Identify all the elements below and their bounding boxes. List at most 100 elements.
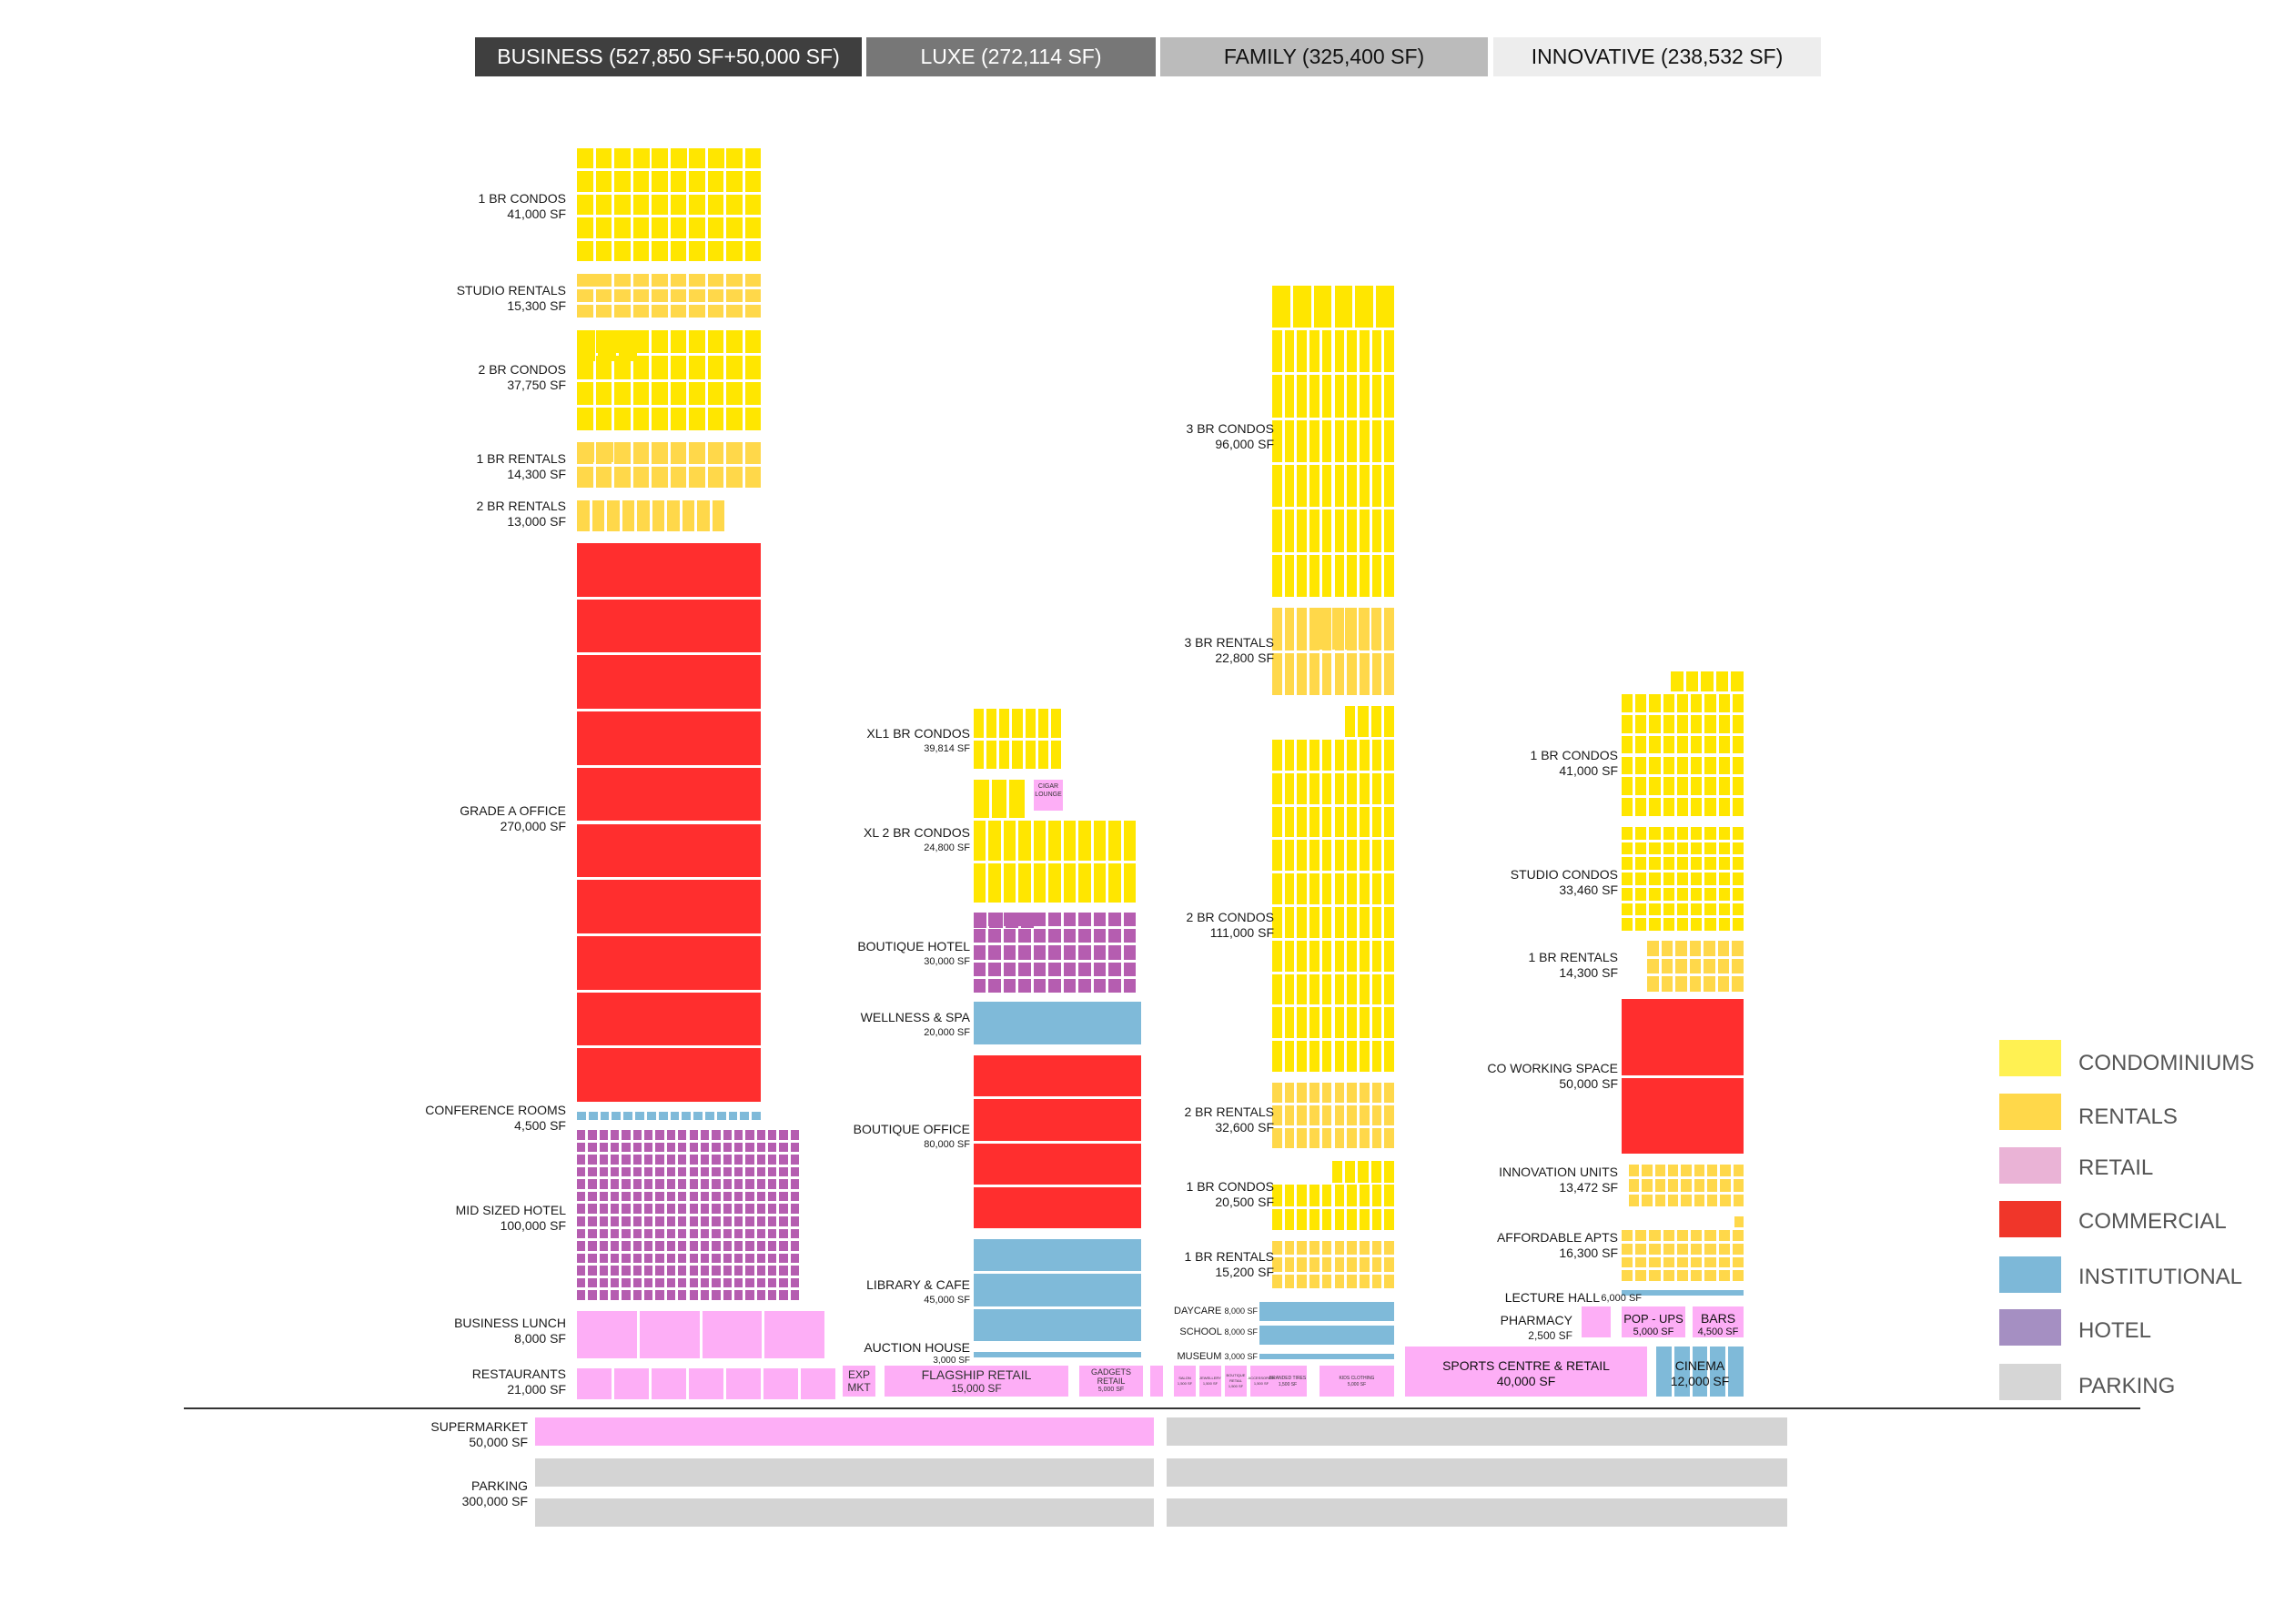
label-luxe-boutique-office: BOUTIQUE OFFICE 80,000 SF: [854, 1122, 970, 1153]
family-2br-condos-units-unit: [1359, 840, 1370, 872]
innovative-studio-condos-units-unit: [1676, 887, 1689, 901]
label-area: 111,000 SF: [1209, 925, 1274, 940]
label-area: 270,000 SF: [500, 819, 566, 833]
podium-parking-left-3: [535, 1498, 1154, 1527]
luxe-xl2-br-condos-units-unit: [1018, 821, 1031, 861]
family-1br-condos-units-unit: [1384, 1208, 1394, 1230]
family-2br-condos-units-unit: [1384, 907, 1394, 938]
innovative-affordable-apts-units-unit: [1718, 1230, 1730, 1241]
business-mid-sized-hotel-rooms-unit: [767, 1130, 777, 1140]
family-2br-condos-units-unit: [1297, 740, 1308, 771]
business-1br-condos-units-unit: [689, 240, 705, 261]
label-line: 4,500 SF: [1697, 1326, 1739, 1337]
business-mid-sized-hotel-rooms-unit: [577, 1142, 586, 1153]
business-conference-rooms-block-unit: [588, 1112, 598, 1120]
business-2br-condos-units-unit: [577, 330, 595, 361]
business-2br-rentals-units-unit: [622, 500, 634, 531]
business-mid-sized-hotel-rooms-unit: [689, 1191, 698, 1202]
business-1br-condos-units-unit: [744, 217, 761, 238]
luxe-boutique-hotel-rooms-unit: [1078, 913, 1091, 927]
family-3br-condos-units-unit: [1272, 330, 1282, 373]
family-3br-condos-units-unit: [1359, 509, 1370, 552]
family-2br-condos-units-unit: [1384, 840, 1394, 872]
innovative-studio-condos-units-unit: [1718, 918, 1730, 931]
business-mid-sized-hotel-rooms-unit: [678, 1277, 687, 1288]
family-2br-condos-units-unit: [1347, 973, 1357, 1005]
business-1br-condos-units-unit: [652, 240, 668, 261]
family-3br-condos-units-unit: [1284, 330, 1295, 373]
innovative-innovation-units-unit: [1707, 1194, 1718, 1206]
business-mid-sized-hotel-rooms-unit: [756, 1166, 765, 1177]
innovative-1br-condos-units-unit: [1663, 756, 1674, 775]
business-mid-sized-hotel-rooms-unit: [678, 1191, 687, 1202]
label-innovative-bars: BARS 4,500 SF: [1693, 1312, 1744, 1339]
innovative-1br-rentals-units-unit: [1704, 958, 1715, 974]
family-3br-rentals-units-unit: [1384, 652, 1394, 695]
family-2br-condos-units-unit: [1272, 907, 1282, 938]
label-luxe-library-cafe: LIBRARY & CAFE 45,000 SF: [866, 1277, 970, 1308]
family-3br-condos-units-unit: [1359, 330, 1370, 373]
innovative-1br-condos-units-unit: [1635, 735, 1647, 754]
family-1br-rentals-units-unit: [1334, 1274, 1345, 1288]
business-mid-sized-hotel-rooms-unit: [767, 1204, 777, 1214]
business-mid-sized-hotel-rooms-unit: [689, 1253, 698, 1264]
family-3br-condos-units-unit: [1297, 465, 1308, 508]
innovative-1br-rentals-units-unit: [1661, 976, 1673, 992]
label-line: 5,000 SF: [1097, 1387, 1125, 1393]
innovative-studio-condos-units-unit: [1663, 842, 1674, 855]
luxe-xl1-br-condos-units-unit: [1012, 740, 1023, 769]
business-mid-sized-hotel-rooms-unit: [577, 1191, 586, 1202]
innovative-studio-condos-units-unit: [1732, 918, 1744, 931]
innovative-studio-condos-units-unit: [1663, 873, 1674, 885]
business-grade-a-office-block-floor: [577, 655, 761, 710]
business-studio-rentals-units-unit: [744, 289, 761, 302]
business-studio-rentals-units-unit: [707, 289, 723, 302]
parking-swatch: [1999, 1364, 2061, 1400]
business-mid-sized-hotel-rooms-unit: [644, 1228, 653, 1239]
innovative-1br-rentals-units-unit: [1717, 941, 1730, 956]
business-mid-sized-hotel-rooms-unit: [588, 1266, 597, 1276]
label-luxe-gadgets-retail: GADGETS RETAIL 5,000 SF: [1079, 1367, 1143, 1395]
family-2br-condos-units-unit: [1371, 740, 1382, 771]
business-conference-rooms-block-unit: [716, 1112, 726, 1120]
business-studio-rentals-units-unit: [577, 289, 593, 302]
family-3br-rentals-units-unit: [1359, 652, 1370, 695]
family-2br-rentals-units-unit: [1371, 1128, 1382, 1148]
innovative-1br-condos-units-unit: [1691, 756, 1703, 775]
business-studio-rentals-units-unit: [652, 289, 668, 302]
business-1br-rentals-units-unit: [670, 442, 686, 464]
family-2br-condos-units-unit: [1272, 1007, 1282, 1039]
luxe-xl2-br-condos-units-unit: [1123, 821, 1136, 861]
family-2br-condos-units-unit: [1309, 740, 1320, 771]
business-mid-sized-hotel-rooms-unit: [622, 1228, 631, 1239]
label-area: 22,800 SF: [1215, 651, 1274, 665]
innovative-1br-condos-units-unit: [1691, 714, 1703, 733]
business-mid-sized-hotel-rooms-unit: [666, 1290, 676, 1300]
innovative-1br-condos-units-unit: [1622, 777, 1633, 796]
family-2br-condos-units-unit: [1334, 907, 1345, 938]
label-area: 45,000 SF: [924, 1295, 970, 1306]
innovative-studio-condos-units-unit: [1663, 827, 1674, 840]
podium-parking-left-2: [535, 1458, 1154, 1487]
family-3br-condos-units-unit: [1297, 554, 1308, 597]
business-mid-sized-hotel-rooms-unit: [700, 1204, 710, 1214]
family-2br-condos-units-unit: [1309, 1041, 1320, 1072]
label-line: 1,500 SF: [1228, 1384, 1244, 1388]
innovative-studio-condos-units-unit: [1691, 873, 1703, 885]
innovative-innovation-units-unit: [1720, 1179, 1731, 1192]
family-2br-condos-units-unit: [1272, 873, 1282, 904]
business-mid-sized-hotel-rooms-unit: [779, 1142, 788, 1153]
business-mid-sized-hotel-rooms-unit: [745, 1228, 754, 1239]
luxe-boutique-hotel-rooms-unit: [1048, 945, 1061, 960]
business-mid-sized-hotel-rooms-unit: [712, 1191, 721, 1202]
luxe-boutique-office-block-floor: [974, 1099, 1141, 1141]
label-name: LIBRARY & CAFE: [866, 1277, 970, 1292]
business-mid-sized-hotel-rooms-unit: [767, 1166, 777, 1177]
innovative-studio-condos-units-unit: [1704, 903, 1716, 916]
business-mid-sized-hotel-rooms-unit: [611, 1253, 620, 1264]
business-1br-rentals-units-unit: [670, 466, 686, 488]
label-line: GADGETS: [1090, 1367, 1131, 1377]
business-studio-rentals-units-unit: [707, 305, 723, 318]
header-luxe: LUXE (272,114 SF): [866, 37, 1156, 76]
business-mid-sized-hotel-rooms-unit: [678, 1204, 687, 1214]
